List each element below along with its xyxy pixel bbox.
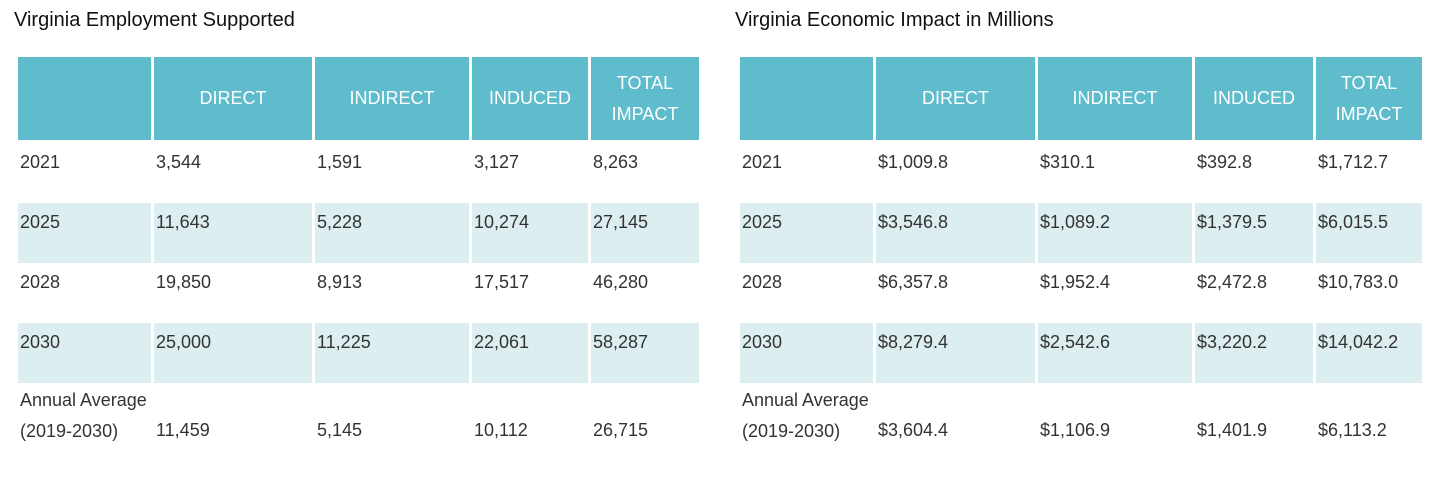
cell-induced: 3,127	[474, 152, 520, 172]
header-indirect: INDIRECT	[315, 57, 469, 143]
row-year: 2025	[740, 203, 873, 263]
table-row: Annual Average (2019-2030) 11,459 5,145 …	[18, 383, 699, 475]
table-row: 2028 19,850 8,913 17,517 46,280	[18, 263, 699, 323]
cell-total: 26,715	[593, 420, 649, 440]
table-row: 2021 $1,009.8 $310.1 $392.8 $1,712.7	[740, 143, 1422, 203]
table-row: 2025 11,643 5,228 10,274 27,145	[18, 203, 699, 263]
cell-indirect: $1,106.9	[1040, 420, 1111, 440]
cell-total: $14,042.2	[1316, 323, 1422, 383]
header-total-impact: TOTAL IMPACT	[1316, 57, 1422, 143]
header-blank	[740, 57, 873, 143]
employment-table: DIRECT INDIRECT INDUCED TOTAL IMPACT 202…	[15, 57, 702, 475]
cell-total: 8,263	[593, 152, 639, 172]
cell-direct: 25,000	[154, 323, 312, 383]
cell-total: 27,145	[591, 203, 699, 263]
cell-direct: $3,546.8	[876, 203, 1035, 263]
cell-indirect: $1,089.2	[1038, 203, 1192, 263]
cell-total: $6,015.5	[1316, 203, 1422, 263]
table-row: 2021 3,544 1,591 3,127 8,263	[18, 143, 699, 203]
table-row: 2030 $8,279.4 $2,542.6 $3,220.2 $14,042.…	[740, 323, 1422, 383]
cell-direct: $3,604.4	[878, 420, 949, 440]
header-induced: INDUCED	[472, 57, 588, 143]
cell-total: $6,113.2	[1318, 420, 1387, 440]
header-direct: DIRECT	[876, 57, 1035, 143]
employment-header-row: DIRECT INDIRECT INDUCED TOTAL IMPACT	[18, 57, 699, 143]
row-annual-average: Annual Average (2019-2030)	[20, 390, 147, 441]
cell-direct: $8,279.4	[876, 323, 1035, 383]
employment-title: Virginia Employment Supported	[14, 9, 295, 31]
economic-header-row: DIRECT INDIRECT INDUCED TOTAL IMPACT	[740, 57, 1422, 143]
cell-direct: 3,544	[156, 152, 202, 172]
cell-induced: 10,112	[474, 420, 528, 440]
cell-total: 58,287	[591, 323, 699, 383]
cell-indirect: 5,145	[317, 420, 363, 440]
row-year: 2028	[742, 272, 783, 292]
cell-total: $10,783.0	[1318, 272, 1399, 292]
cell-direct: 11,643	[154, 203, 312, 263]
row-year: 2030	[740, 323, 873, 383]
header-indirect: INDIRECT	[1038, 57, 1192, 143]
cell-indirect: 1,591	[317, 152, 363, 172]
cell-induced: $392.8	[1197, 152, 1253, 172]
cell-indirect: $1,952.4	[1040, 272, 1111, 292]
row-annual-average: Annual Average (2019-2030)	[742, 390, 869, 441]
cell-indirect: 11,225	[315, 323, 469, 383]
header-blank	[18, 57, 151, 143]
header-total-impact: TOTAL IMPACT	[591, 57, 699, 143]
table-row: Annual Average (2019-2030) $3,604.4 $1,1…	[740, 383, 1422, 475]
cell-induced: $1,401.9	[1197, 420, 1268, 440]
cell-induced: 17,517	[474, 272, 530, 292]
cell-indirect: $310.1	[1040, 152, 1096, 172]
cell-direct: $6,357.8	[878, 272, 949, 292]
cell-induced: 22,061	[472, 323, 588, 383]
economic-table: DIRECT INDIRECT INDUCED TOTAL IMPACT 202…	[737, 57, 1425, 475]
cell-indirect: 5,228	[315, 203, 469, 263]
cell-induced: $2,472.8	[1197, 272, 1268, 292]
row-year: 2021	[742, 152, 783, 172]
table-row: 2028 $6,357.8 $1,952.4 $2,472.8 $10,783.…	[740, 263, 1422, 323]
cell-total: 46,280	[593, 272, 649, 292]
cell-indirect: 8,913	[317, 272, 363, 292]
cell-induced: $1,379.5	[1195, 203, 1313, 263]
cell-direct: 11,459	[156, 420, 210, 440]
row-year: 2030	[18, 323, 151, 383]
cell-direct: $1,009.8	[878, 152, 949, 172]
cell-indirect: $2,542.6	[1038, 323, 1192, 383]
header-direct: DIRECT	[154, 57, 312, 143]
row-year: 2021	[20, 152, 61, 172]
cell-induced: $3,220.2	[1195, 323, 1313, 383]
economic-title: Virginia Economic Impact in Millions	[735, 9, 1054, 31]
header-induced: INDUCED	[1195, 57, 1313, 143]
table-row: 2025 $3,546.8 $1,089.2 $1,379.5 $6,015.5	[740, 203, 1422, 263]
cell-direct: 19,850	[156, 272, 212, 292]
cell-total: $1,712.7	[1318, 152, 1389, 172]
row-year: 2025	[18, 203, 151, 263]
row-year: 2028	[20, 272, 61, 292]
table-row: 2030 25,000 11,225 22,061 58,287	[18, 323, 699, 383]
cell-induced: 10,274	[472, 203, 588, 263]
